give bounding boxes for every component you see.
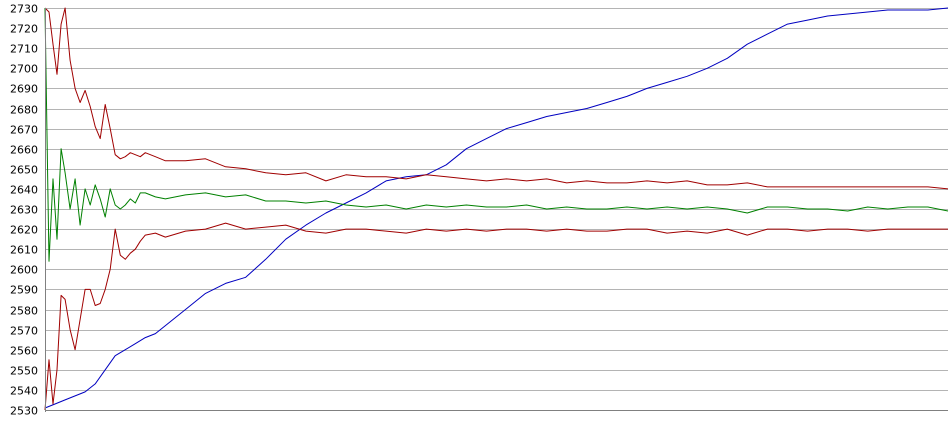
series-lines xyxy=(44,7,949,411)
y-tick-label: 2570 xyxy=(10,325,38,338)
y-tick-label: 2630 xyxy=(10,204,38,217)
y-tick-label: 2710 xyxy=(10,43,38,56)
series-line-3 xyxy=(44,7,949,262)
y-tick-label: 2580 xyxy=(10,305,38,318)
y-tick-label: 2600 xyxy=(10,264,38,277)
y-tick-label: 2620 xyxy=(10,224,38,237)
y-tick-label: 2590 xyxy=(10,284,38,297)
y-tick-label: 2700 xyxy=(10,63,38,76)
y-tick-label: 2660 xyxy=(10,144,38,157)
series-line-1 xyxy=(44,7,949,409)
series-line-4 xyxy=(44,222,948,411)
y-tick-label: 2560 xyxy=(10,345,38,358)
y-tick-label: 2650 xyxy=(10,164,38,177)
y-tick-label: 2540 xyxy=(10,385,38,398)
axis-lines xyxy=(45,8,948,412)
y-tick-label: 2530 xyxy=(10,405,38,418)
y-axis-tick-labels: 2530 2540 2550 2560 2570 2580 2590 2600 2610 2620… xyxy=(10,3,38,418)
y-tick-label: 2640 xyxy=(10,184,38,197)
y-tick-label: 2690 xyxy=(10,83,38,96)
y-tick-label: 2680 xyxy=(10,104,38,117)
series-line-2 xyxy=(44,7,949,190)
y-tick-label: 2730 xyxy=(10,3,38,16)
gridlines xyxy=(45,8,948,411)
y-tick-label: 2670 xyxy=(10,124,38,137)
y-tick-label: 2720 xyxy=(10,23,38,36)
y-tick-label: 2610 xyxy=(10,244,38,257)
y-tick-label: 2550 xyxy=(10,365,38,378)
